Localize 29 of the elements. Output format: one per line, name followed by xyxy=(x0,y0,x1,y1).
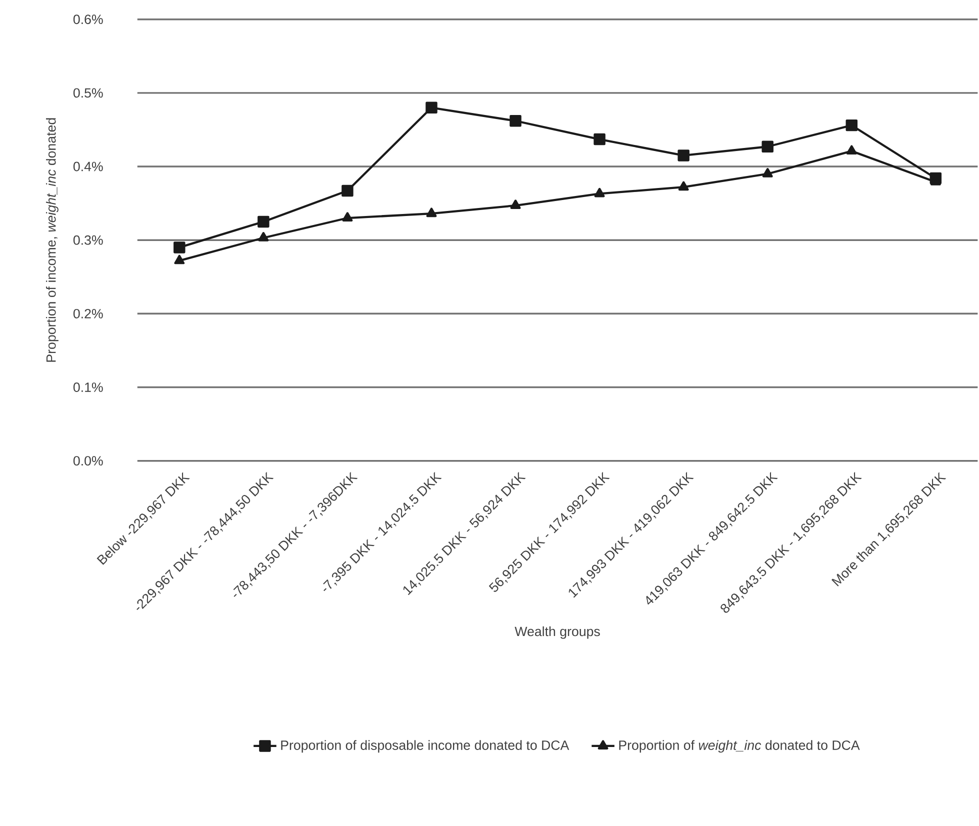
y-tick-label: 0.4% xyxy=(73,162,103,172)
point xyxy=(594,188,605,198)
point xyxy=(762,140,774,152)
y-tick-label: 0.2% xyxy=(73,308,103,318)
point xyxy=(174,241,186,254)
point xyxy=(678,149,690,162)
point xyxy=(258,216,270,228)
y-axis-title: Proportion of income, weight_inc donated xyxy=(46,118,58,362)
y-tick-label: 0.6% xyxy=(73,14,103,24)
legend-label: Proportion of weight_inc donated to DCA xyxy=(619,740,860,752)
point xyxy=(258,232,269,242)
legend-label: Proportion of disposable income donated to DCA xyxy=(281,740,570,752)
point xyxy=(846,145,857,154)
point xyxy=(594,133,606,146)
point xyxy=(678,181,689,190)
point xyxy=(510,114,522,127)
y-tick-label: 0.0% xyxy=(73,456,103,466)
point xyxy=(174,254,185,264)
point xyxy=(846,119,858,132)
point xyxy=(426,102,438,114)
point xyxy=(342,212,353,222)
y-tick-label: 0.3% xyxy=(73,235,103,245)
point xyxy=(510,199,521,209)
point xyxy=(426,208,437,217)
point xyxy=(342,184,354,197)
y-tick-label: 0.1% xyxy=(73,382,103,392)
y-tick-label: 0.5% xyxy=(73,88,103,98)
point xyxy=(762,168,773,178)
x-axis-title: Wealth groups xyxy=(514,626,600,639)
